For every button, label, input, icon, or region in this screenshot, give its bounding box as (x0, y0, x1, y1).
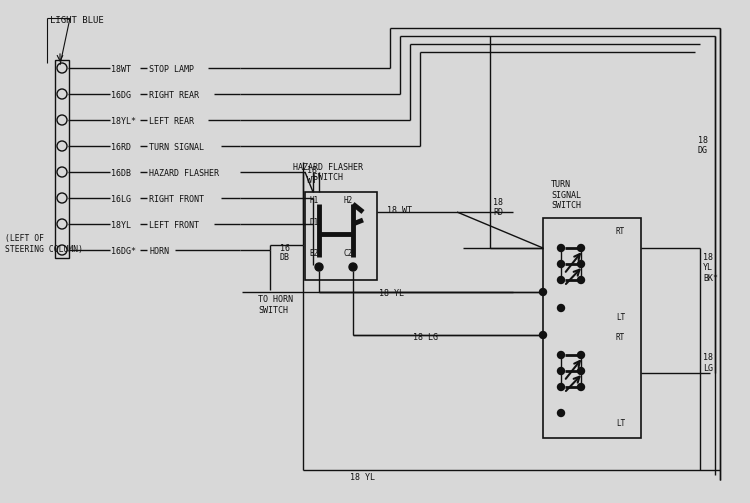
Circle shape (539, 331, 547, 339)
Circle shape (557, 277, 565, 284)
Text: (LEFT OF
STEERING COLUMN): (LEFT OF STEERING COLUMN) (5, 234, 83, 254)
Text: 18 WT: 18 WT (387, 206, 412, 214)
Text: WT: WT (307, 176, 317, 185)
Text: 18
YL
BK*: 18 YL BK* (703, 253, 718, 283)
Circle shape (539, 289, 547, 295)
Text: HAZARD FLASHER: HAZARD FLASHER (149, 169, 219, 178)
Circle shape (557, 244, 565, 252)
Text: 16DB: 16DB (111, 169, 131, 178)
Text: LT: LT (616, 418, 626, 428)
Text: RIGHT FRONT: RIGHT FRONT (149, 195, 204, 204)
Circle shape (578, 244, 584, 252)
Text: H1: H1 (309, 196, 318, 205)
Bar (543, 218, 641, 438)
Text: 18 LG: 18 LG (413, 332, 438, 342)
Text: 16: 16 (280, 243, 290, 253)
Circle shape (557, 304, 565, 311)
Circle shape (349, 263, 357, 271)
Text: 18
LG: 18 LG (703, 353, 713, 373)
Text: LEFT REAR: LEFT REAR (149, 117, 194, 126)
Text: HORN: HORN (149, 246, 169, 256)
Text: 18 YL: 18 YL (379, 290, 404, 298)
Text: 18WT: 18WT (111, 64, 131, 73)
Circle shape (578, 368, 584, 375)
Text: LT: LT (616, 313, 626, 322)
Circle shape (315, 263, 323, 271)
Text: 18 YL: 18 YL (350, 473, 375, 482)
Circle shape (557, 352, 565, 359)
Text: 18: 18 (307, 165, 317, 175)
Text: RT: RT (616, 226, 626, 235)
Text: HAZARD FLASHER
    SWITCH: HAZARD FLASHER SWITCH (293, 162, 363, 182)
Circle shape (578, 261, 584, 268)
Circle shape (578, 383, 584, 390)
Circle shape (557, 383, 565, 390)
Text: LEFT FRONT: LEFT FRONT (149, 220, 199, 229)
Text: 18YL*: 18YL* (111, 117, 136, 126)
Text: 16RD: 16RD (111, 142, 131, 151)
Circle shape (578, 277, 584, 284)
Text: RD: RD (493, 208, 503, 216)
Text: TURN
SIGNAL
SWITCH: TURN SIGNAL SWITCH (551, 180, 581, 210)
Bar (305, 192, 377, 280)
Text: TO HORN
SWITCH: TO HORN SWITCH (258, 295, 293, 315)
Text: 16LG: 16LG (111, 195, 131, 204)
Bar (55, 60, 69, 258)
Text: RIGHT REAR: RIGHT REAR (149, 91, 199, 100)
Text: DG: DG (698, 145, 708, 154)
Circle shape (557, 261, 565, 268)
Text: 18: 18 (698, 135, 708, 144)
Text: 18: 18 (493, 198, 503, 207)
Text: TURN SIGNAL: TURN SIGNAL (149, 142, 204, 151)
Text: 18YL: 18YL (111, 220, 131, 229)
Text: C2: C2 (343, 249, 352, 259)
Circle shape (578, 352, 584, 359)
Text: RT: RT (616, 333, 626, 343)
Text: 16DG*: 16DG* (111, 246, 136, 256)
Circle shape (557, 368, 565, 375)
Text: 16DG: 16DG (111, 91, 131, 100)
Text: D1: D1 (309, 217, 318, 226)
Circle shape (557, 409, 565, 416)
Text: LIGHT BLUE: LIGHT BLUE (50, 16, 104, 25)
Text: STOP LAMP: STOP LAMP (149, 64, 194, 73)
Text: DB: DB (280, 254, 290, 263)
Text: B2: B2 (309, 249, 318, 259)
Text: H2: H2 (343, 196, 352, 205)
